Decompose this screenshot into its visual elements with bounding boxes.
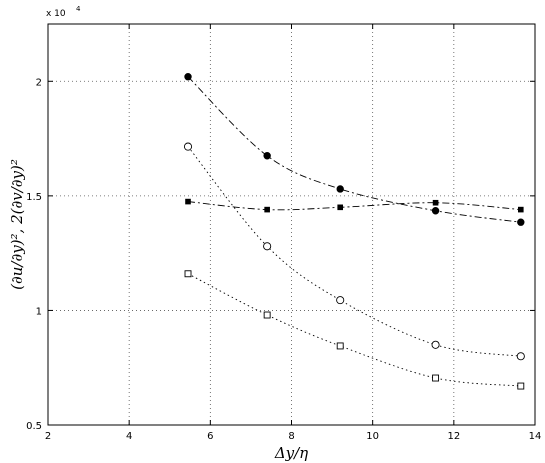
data-point xyxy=(336,296,345,305)
x-axis-label: Δy/η xyxy=(274,444,308,462)
series-3 xyxy=(183,142,525,361)
x-tick-label: 14 xyxy=(529,431,542,442)
y-axis-label: (∂u/∂y)², 2(∂v/∂y)² xyxy=(8,159,26,290)
series-4 xyxy=(184,270,525,390)
y-tick-label: 1.5 xyxy=(26,192,42,203)
x-tick-label: 8 xyxy=(288,431,294,442)
data-point xyxy=(336,185,344,193)
data-point xyxy=(431,207,440,215)
x-tick-label: 6 xyxy=(207,431,213,442)
x-tick-label: 2 xyxy=(45,431,51,442)
data-point xyxy=(183,142,193,151)
data-point xyxy=(517,206,524,213)
data-point xyxy=(264,206,270,213)
data-point xyxy=(263,152,271,160)
y-tick-label: 1 xyxy=(36,306,42,317)
series-layer xyxy=(183,73,525,390)
data-point xyxy=(517,382,525,390)
x-tick-label: 10 xyxy=(366,431,379,442)
data-point xyxy=(516,352,525,361)
data-point xyxy=(432,374,440,382)
ticks: 2 4 6 8 10 12 14 0.5 1 1.5 2 xyxy=(26,24,541,442)
data-point xyxy=(263,311,271,319)
grid xyxy=(48,24,535,425)
data-point xyxy=(184,270,192,278)
y-tick-label: 0.5 xyxy=(26,421,42,432)
data-point xyxy=(263,242,272,251)
y-tick-label: 2 xyxy=(36,77,42,88)
y-exponent-power: 4 xyxy=(76,5,81,13)
series-line xyxy=(187,146,521,357)
data-point xyxy=(517,218,525,226)
x-tick-label: 4 xyxy=(126,431,132,442)
series-1 xyxy=(184,73,525,226)
data-point xyxy=(337,204,343,211)
series-line xyxy=(187,76,521,223)
data-point xyxy=(432,199,439,206)
x-tick-label: 12 xyxy=(447,431,460,442)
data-point xyxy=(184,73,192,81)
data-point xyxy=(336,342,344,350)
data-point xyxy=(185,198,191,205)
data-point xyxy=(431,340,440,349)
y-exponent-base: x 10 xyxy=(46,9,66,19)
series-2 xyxy=(185,198,524,213)
